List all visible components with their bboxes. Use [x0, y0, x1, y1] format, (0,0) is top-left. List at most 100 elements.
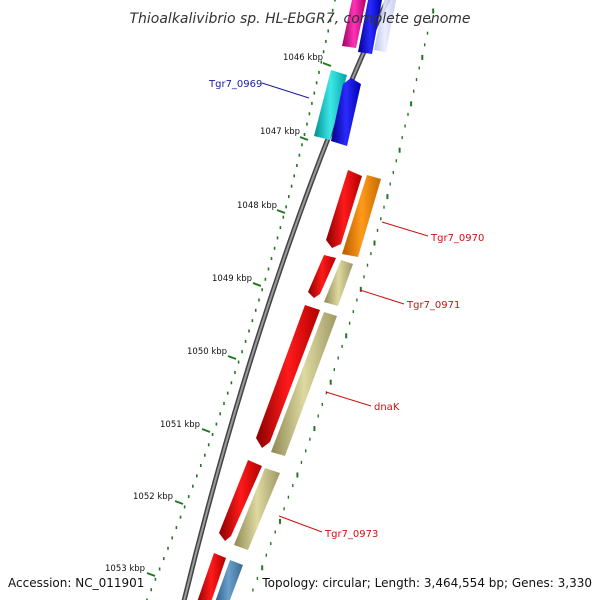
track-dot	[285, 205, 287, 209]
tick-label: 1052 kbp	[133, 492, 173, 502]
gene-labels: Tgr7_0969 Tgr7_0970 Tgr7_0971 dnaK Tgr7_…	[208, 79, 484, 540]
gene-dnak	[271, 312, 337, 456]
track-dot	[158, 567, 161, 571]
outer-track-dot	[265, 553, 267, 557]
track-dot	[175, 526, 178, 530]
track-dot	[261, 288, 263, 292]
tick-mark	[201, 428, 211, 433]
track-dot	[196, 474, 198, 478]
track-dot	[267, 267, 270, 271]
outer-track-dot	[363, 275, 365, 279]
track-dot	[254, 308, 257, 312]
track-dot	[241, 350, 243, 354]
track-dot	[154, 577, 157, 581]
track-dot	[315, 81, 318, 85]
tick-label: 1051 kbp	[160, 420, 200, 430]
tick-mark	[146, 572, 156, 577]
tick-label: 1046 kbp	[283, 53, 323, 63]
track-dot	[282, 215, 285, 219]
track-dot	[150, 588, 152, 592]
outer-track-dot	[256, 576, 259, 580]
outer-track-dot	[356, 298, 358, 302]
track-dot	[331, 8, 334, 12]
outer-track-dot	[380, 217, 382, 221]
gene-blue-top	[358, 0, 382, 54]
tick-mark	[227, 355, 237, 360]
genome-summary-text: Topology: circular; Length: 3,464,554 bp…	[261, 576, 592, 590]
gene-features	[197, 0, 396, 600]
outer-track-dot	[317, 414, 319, 418]
track-dot	[211, 433, 214, 436]
track-dot	[230, 381, 233, 385]
track-dot	[251, 319, 254, 323]
track-dot	[258, 298, 260, 302]
gene-red-0971a	[308, 255, 336, 298]
track-dot	[146, 598, 148, 600]
outer-track-dot	[415, 78, 418, 82]
track-dot	[311, 101, 313, 105]
track-dot	[204, 453, 206, 457]
track-dot	[301, 143, 303, 147]
track-dot	[329, 19, 332, 23]
track-dot	[273, 246, 276, 250]
outer-track-dot	[333, 368, 335, 372]
tick-label: 1050 kbp	[187, 347, 227, 357]
outer-track-dot	[341, 344, 343, 348]
gene-lavender	[374, 0, 396, 52]
outer-track-dot	[407, 112, 409, 116]
outer-track-dot	[300, 460, 303, 464]
outer-track-dot	[305, 449, 307, 453]
outer-track-dot	[337, 356, 339, 360]
track-dot	[167, 546, 169, 550]
gene-label-tgr7-0970: Tgr7_0970	[430, 233, 484, 244]
leader-tgr7-0971	[359, 289, 405, 305]
track-dot	[200, 464, 202, 467]
track-dot	[279, 226, 282, 230]
gene-red-dnak-a	[256, 305, 320, 448]
outer-track-dot	[424, 43, 426, 47]
outer-track-dot	[345, 333, 348, 339]
outer-track-dot	[321, 402, 323, 406]
gene-tgr7-0971	[324, 260, 353, 306]
outer-track-dot	[389, 182, 391, 186]
outer-dotted-track	[252, 8, 435, 592]
leader-tgr7-0973	[278, 515, 323, 533]
outer-track-dot	[386, 194, 389, 200]
outer-track-dot	[309, 437, 311, 441]
track-dot	[234, 370, 236, 374]
track-dot	[248, 329, 250, 333]
tick-label: 1048 kbp	[237, 201, 277, 211]
track-dot	[226, 391, 229, 395]
gene-label-tgr7-0973: Tgr7_0973	[324, 529, 378, 540]
gene-tgr7-0970	[342, 175, 381, 257]
gene-blue-0969b	[331, 78, 361, 146]
leader-tgr7-0969	[261, 82, 310, 99]
track-dot	[308, 112, 311, 116]
gene-label-tgr7-0969: Tgr7_0969	[208, 79, 262, 90]
outer-track-dot	[413, 89, 415, 93]
outer-track-dot	[404, 124, 406, 128]
outer-track-dot	[287, 495, 290, 499]
track-dot	[334, 0, 336, 2]
track-dot	[325, 39, 327, 43]
gene-magenta	[342, 0, 366, 48]
tick-marks	[146, 0, 336, 600]
outer-track-dot	[429, 20, 431, 24]
gene-red-bottom	[197, 553, 226, 600]
outer-track-dot	[395, 159, 397, 163]
track-dot	[215, 422, 218, 426]
outer-track-dot	[283, 507, 285, 511]
track-dot	[293, 174, 295, 178]
outer-track-dot	[325, 391, 328, 395]
leader-tgr7-0970	[381, 221, 429, 237]
tick-label: 1053 kbp	[105, 564, 145, 574]
outer-track-dot	[352, 310, 354, 314]
track-dot	[276, 236, 279, 240]
track-dot	[296, 164, 298, 167]
outer-track-dot	[329, 379, 332, 385]
outer-track-dot	[410, 101, 413, 107]
gene-red-0970a	[326, 170, 362, 248]
tick-mark	[174, 500, 184, 505]
outer-track-dot	[418, 66, 420, 70]
gene-label-tgr7-0971: Tgr7_0971	[406, 300, 460, 311]
